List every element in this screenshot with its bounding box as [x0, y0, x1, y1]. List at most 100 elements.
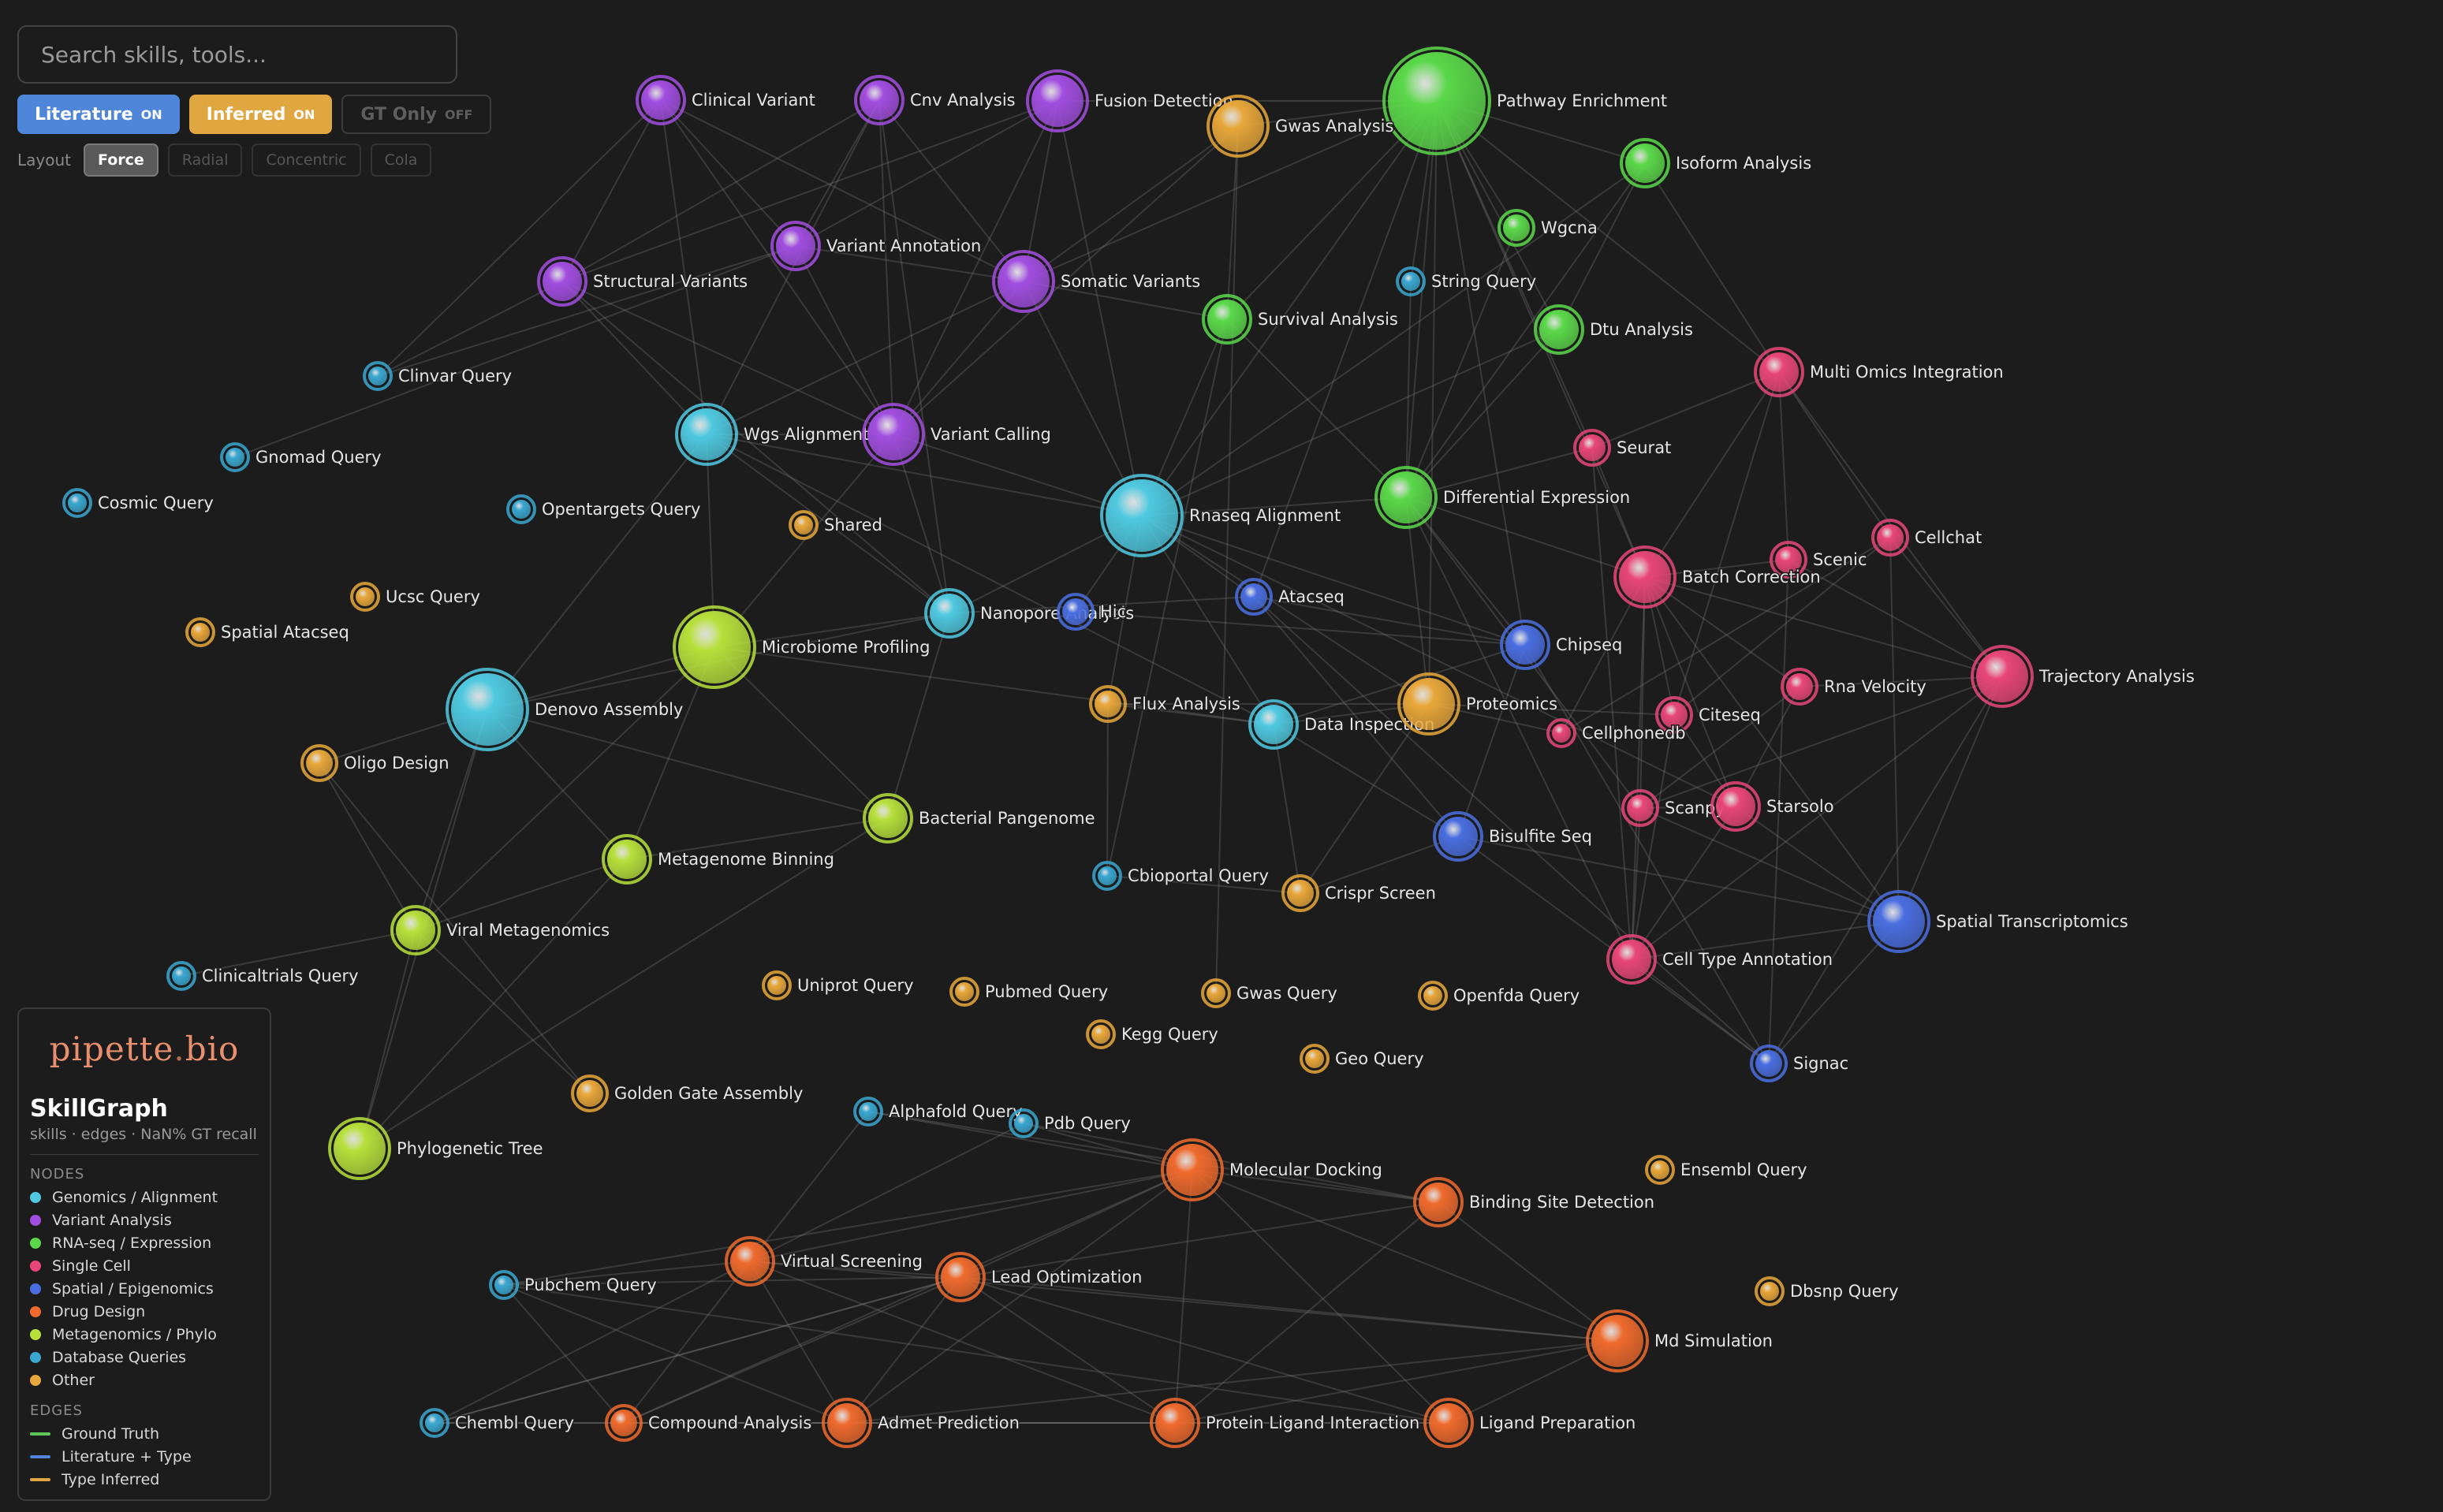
graph-node-variant-calling[interactable]: Variant Calling [862, 403, 1052, 466]
graph-node-gwas-analysis[interactable]: Gwas Analysis [1207, 95, 1395, 158]
layout-cola-button[interactable]: Cola [370, 143, 432, 177]
graph-node-cell-type-annotation[interactable]: Cell Type Annotation [1606, 934, 1834, 985]
graph-edge [1436, 100, 1526, 646]
graph-node-molecular-docking[interactable]: Molecular Docking [1161, 1138, 1383, 1201]
graph-node-signac[interactable]: Signac [1750, 1045, 1850, 1082]
graph-node-cnv-analysis[interactable]: Cnv Analysis [854, 75, 1016, 125]
search-input[interactable] [17, 25, 457, 84]
graph-node-cbioportal-query[interactable]: Cbioportal Query [1092, 861, 1270, 891]
graph-node-shared[interactable]: Shared [789, 510, 883, 540]
graph-node-openfda-query[interactable]: Openfda Query [1418, 981, 1581, 1011]
graph-node-md-simulation[interactable]: Md Simulation [1586, 1309, 1774, 1372]
node-circle [1106, 479, 1178, 552]
graph-node-flux-analysis[interactable]: Flux Analysis [1089, 685, 1241, 723]
graph-node-compound-analysis[interactable]: Compound Analysis [605, 1404, 813, 1442]
node-label: Cellphonedb [1582, 724, 1686, 743]
graph-node-phylogenetic-tree[interactable]: Phylogenetic Tree [328, 1117, 544, 1180]
graph-node-citeseq[interactable]: Citeseq [1655, 696, 1762, 734]
graph-node-clinicaltrials-query[interactable]: Clinicaltrials Query [166, 961, 360, 991]
graph-node-pubmed-query[interactable]: Pubmed Query [949, 977, 1110, 1007]
graph-node-crispr-screen[interactable]: Crispr Screen [1281, 874, 1437, 912]
graph-edge [1253, 596, 1459, 837]
graph-node-fusion-detection[interactable]: Fusion Detection [1026, 69, 1234, 132]
graph-node-ligand-preparation[interactable]: Ligand Preparation [1423, 1398, 1637, 1448]
graph-node-microbiome-profiling[interactable]: Microbiome Profiling [673, 605, 931, 689]
graph-node-clinvar-query[interactable]: Clinvar Query [363, 361, 513, 391]
node-circle [226, 448, 244, 467]
graph-node-alphafold-query[interactable]: Alphafold Query [853, 1097, 1024, 1127]
layout-force-button[interactable]: Force [84, 143, 159, 177]
graph-node-wgs-alignment[interactable]: Wgs Alignment [675, 403, 871, 466]
graph-node-batch-correction[interactable]: Batch Correction [1613, 546, 1822, 609]
graph-node-gnomad-query[interactable]: Gnomad Query [220, 442, 382, 472]
graph-node-metagenome-binning[interactable]: Metagenome Binning [602, 834, 835, 884]
graph-edge [503, 1169, 1193, 1286]
graph-node-spatial-transcriptomics[interactable]: Spatial Transcriptomics [1867, 890, 2129, 953]
layout-concentric-button[interactable]: Concentric [252, 143, 361, 177]
graph-node-ucsc-query[interactable]: Ucsc Query [350, 582, 481, 612]
graph-node-bacterial-pangenome[interactable]: Bacterial Pangenome [863, 793, 1096, 844]
graph-node-multi-omics[interactable]: Multi Omics Integration [1754, 347, 2005, 397]
graph-node-variant-annotation[interactable]: Variant Annotation [770, 221, 983, 271]
graph-node-cellphonedb[interactable]: Cellphonedb [1546, 718, 1687, 748]
graph-node-wgcna[interactable]: Wgcna [1498, 209, 1598, 247]
graph-node-differential-expression[interactable]: Differential Expression [1374, 466, 1632, 529]
graph-node-golden-gate-assembly[interactable]: Golden Gate Assembly [571, 1074, 804, 1112]
graph-node-oligo-design[interactable]: Oligo Design [300, 744, 450, 782]
graph-node-clinical-variant[interactable]: Clinical Variant [636, 75, 816, 125]
graph-node-chembl-query[interactable]: Chembl Query [420, 1408, 576, 1438]
graph-node-kegg-query[interactable]: Kegg Query [1086, 1019, 1219, 1049]
node-circle [930, 594, 969, 633]
graph-node-denovo-assembly[interactable]: Denovo Assembly [446, 668, 684, 751]
graph-node-pathway-enrichment[interactable]: Pathway Enrichment [1382, 47, 1669, 155]
graph-node-virtual-screening[interactable]: Virtual Screening [725, 1236, 923, 1287]
graph-node-pubchem-query[interactable]: Pubchem Query [489, 1270, 658, 1300]
graph-node-dbsnp-query[interactable]: Dbsnp Query [1755, 1276, 1900, 1306]
node-circle [941, 1257, 980, 1297]
graph-node-hic[interactable]: Hic [1057, 593, 1128, 631]
graph-node-trajectory-analysis[interactable]: Trajectory Analysis [1971, 645, 2195, 708]
graph-node-chipseq[interactable]: Chipseq [1500, 620, 1624, 670]
graph-node-string-query[interactable]: String Query [1396, 266, 1538, 296]
graph-node-protein-ligand-interaction[interactable]: Protein Ligand Interaction [1150, 1398, 1421, 1448]
graph-node-viral-metagenomics[interactable]: Viral Metagenomics [390, 905, 611, 955]
node-ring [1500, 620, 1550, 670]
gt-only-toggle[interactable]: GT Only OFF [341, 95, 492, 134]
graph-node-dtu-analysis[interactable]: Dtu Analysis [1534, 304, 1694, 355]
graph-edge [1226, 100, 1438, 320]
graph-node-isoform-analysis[interactable]: Isoform Analysis [1620, 138, 1813, 188]
node-label: Clinical Variant [692, 91, 815, 110]
graph-node-seurat[interactable]: Seurat [1573, 429, 1673, 467]
graph-node-ensembl-query[interactable]: Ensembl Query [1645, 1155, 1808, 1185]
graph-node-lead-optimization[interactable]: Lead Optimization [935, 1252, 1143, 1302]
graph-node-survival-analysis[interactable]: Survival Analysis [1202, 294, 1399, 344]
literature-toggle[interactable]: Literature ON [17, 95, 180, 134]
graph-edge [319, 762, 416, 931]
graph-node-scanpy[interactable]: Scanpy [1621, 789, 1726, 827]
graph-node-rnaseq-alignment[interactable]: Rnaseq Alignment [1100, 474, 1342, 557]
graph-node-somatic-variants[interactable]: Somatic Variants [992, 250, 1202, 313]
layout-radial-button[interactable]: Radial [167, 143, 243, 177]
graph-node-cellchat[interactable]: Cellchat [1871, 519, 1983, 557]
node-circle [1612, 940, 1651, 979]
graph-node-spatial-atacseq[interactable]: Spatial Atacseq [185, 617, 350, 647]
node-circle [681, 408, 733, 460]
graph-node-scenic[interactable]: Scenic [1770, 541, 1868, 579]
graph-node-binding-site-detection[interactable]: Binding Site Detection [1413, 1177, 1656, 1227]
graph-node-atacseq[interactable]: Atacseq [1235, 578, 1345, 616]
graph-node-gwas-query[interactable]: Gwas Query [1201, 978, 1338, 1008]
inferred-toggle[interactable]: Inferred ON [188, 95, 333, 134]
graph-node-structural-variants[interactable]: Structural Variants [537, 256, 749, 307]
graph-node-rna-velocity[interactable]: Rna Velocity [1781, 668, 1927, 706]
graph-node-bisulfite-seq[interactable]: Bisulfite Seq [1433, 811, 1593, 862]
node-label: Spatial Transcriptomics [1936, 912, 2128, 931]
graph-node-cosmic-query[interactable]: Cosmic Query [62, 488, 214, 518]
graph-node-geo-query[interactable]: Geo Query [1300, 1044, 1425, 1074]
graph-node-starsolo[interactable]: Starsolo [1710, 781, 1835, 832]
graph-node-opentargets-query[interactable]: Opentargets Query [506, 494, 702, 524]
graph-node-uniprot-query[interactable]: Uniprot Query [762, 970, 915, 1000]
graph-node-proteomics[interactable]: Proteomics [1397, 672, 1559, 736]
graph-node-admet-prediction[interactable]: Admet Prediction [822, 1398, 1020, 1448]
graph-node-pdb-query[interactable]: Pdb Query [1009, 1108, 1132, 1138]
